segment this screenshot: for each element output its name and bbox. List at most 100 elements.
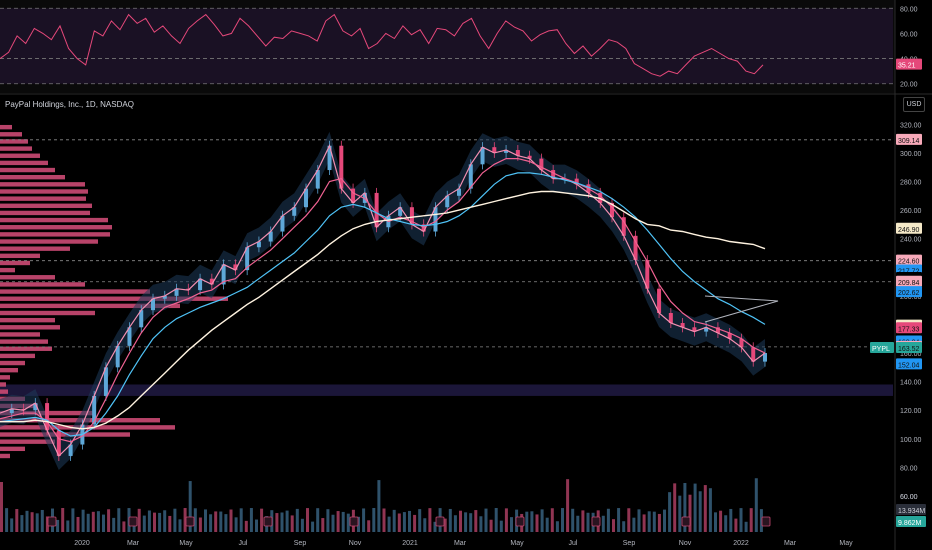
price-label-badge xyxy=(896,342,922,354)
candle-body xyxy=(139,310,144,328)
price-label-text: 163.52 xyxy=(898,346,920,353)
volume-bar xyxy=(61,508,65,532)
volume-bar xyxy=(290,515,294,532)
price-label-text: 209.84 xyxy=(898,280,920,287)
candle-body xyxy=(551,170,556,179)
volume-bar xyxy=(693,483,697,532)
candle-body xyxy=(9,408,14,414)
volume-bar xyxy=(66,520,70,532)
volume-bar xyxy=(397,513,401,532)
x-tick-label: Nov xyxy=(679,540,692,547)
candle-body xyxy=(610,202,614,218)
candle-body xyxy=(256,241,261,248)
volume-bar xyxy=(428,508,432,532)
earnings-marker xyxy=(681,516,691,527)
price-tick-label: 320.00 xyxy=(900,122,922,129)
volume-bar xyxy=(357,516,360,532)
volume-profile-bar xyxy=(0,167,55,173)
price-label-text: 309.14 xyxy=(898,138,920,145)
volume-bar xyxy=(341,511,345,532)
volume-bar xyxy=(612,519,615,532)
volume-bar xyxy=(249,508,253,532)
volume-bar xyxy=(5,508,9,532)
candle-body xyxy=(515,150,520,156)
volume-bar xyxy=(489,519,493,532)
volume-bar xyxy=(479,516,483,532)
volume-profile-bar xyxy=(0,332,40,337)
rsi-band xyxy=(0,8,893,84)
volume-bar xyxy=(244,520,248,532)
volume-bar xyxy=(229,509,233,532)
volume-profile-bar xyxy=(0,389,8,394)
volume-profile-bar xyxy=(0,382,6,387)
volume-bar xyxy=(137,508,141,532)
price-label-text: 202.62 xyxy=(898,290,920,297)
earnings-marker xyxy=(761,516,771,527)
x-tick-label: 2020 xyxy=(74,540,90,547)
x-tick-label: Jul xyxy=(239,540,248,547)
volume-profile-bar xyxy=(0,189,88,194)
volume-bar xyxy=(142,515,146,532)
volume-bar xyxy=(214,511,218,532)
volume-bar xyxy=(209,514,213,532)
volume-bar xyxy=(86,513,90,532)
volume-bar xyxy=(300,518,304,532)
volume-bar xyxy=(76,516,80,532)
volume-bar xyxy=(20,515,24,532)
ticker-label: PYPL xyxy=(872,346,890,353)
volume-bar xyxy=(504,508,508,532)
candle-body xyxy=(374,192,379,228)
volume-profile-bar xyxy=(0,160,48,166)
volume-bar xyxy=(362,508,366,532)
rsi-line xyxy=(0,13,764,77)
volume-bar xyxy=(392,509,396,532)
volume-bar xyxy=(708,488,712,532)
volume-bar xyxy=(724,515,728,532)
volume-bar xyxy=(173,508,177,532)
volume-bar xyxy=(510,517,513,532)
volume-bar xyxy=(657,513,661,532)
volume-profile-bar xyxy=(0,232,110,237)
candle-body xyxy=(45,403,50,431)
volume-bar xyxy=(443,518,447,532)
currency-button[interactable]: USD xyxy=(903,97,925,112)
volume-bar xyxy=(413,514,417,532)
volume-bar xyxy=(535,514,539,532)
candle-body xyxy=(68,444,73,456)
volume-bar xyxy=(331,514,335,532)
earnings-marker xyxy=(435,516,445,527)
volume-bar xyxy=(387,516,391,532)
volume-profile-bar xyxy=(0,196,86,201)
volume-bar xyxy=(739,508,743,532)
earnings-marker xyxy=(591,516,601,527)
volume-bar xyxy=(668,492,672,532)
volume-bar xyxy=(622,521,626,532)
volume-bar xyxy=(499,520,503,532)
candle-body xyxy=(304,188,308,208)
rsi-tick-label: 20.00 xyxy=(900,82,918,89)
volume-bar xyxy=(15,509,19,532)
price-label-badge xyxy=(896,222,922,234)
volume-bar xyxy=(673,483,677,532)
candle-body xyxy=(162,295,167,299)
volume-bar xyxy=(469,513,473,532)
volume-bar xyxy=(586,512,590,532)
volume-profile-bar xyxy=(0,310,95,316)
candle-body xyxy=(527,155,532,159)
volume-bar xyxy=(459,510,462,532)
earnings-marker xyxy=(515,516,525,527)
x-tick-label: May xyxy=(510,540,524,547)
candle-body xyxy=(174,288,179,296)
candle-body xyxy=(115,345,120,368)
candle-body xyxy=(198,278,203,291)
volume-bar xyxy=(81,509,85,532)
volume-bar xyxy=(0,482,3,532)
candle-body xyxy=(339,145,344,189)
volume-profile-bar xyxy=(0,375,10,380)
candle-body xyxy=(715,327,720,334)
volume-bar xyxy=(545,517,549,532)
volume-bar xyxy=(45,516,49,532)
volume-bar xyxy=(550,508,554,532)
volume-profile-bar xyxy=(0,174,65,180)
volume-bar xyxy=(606,508,610,532)
